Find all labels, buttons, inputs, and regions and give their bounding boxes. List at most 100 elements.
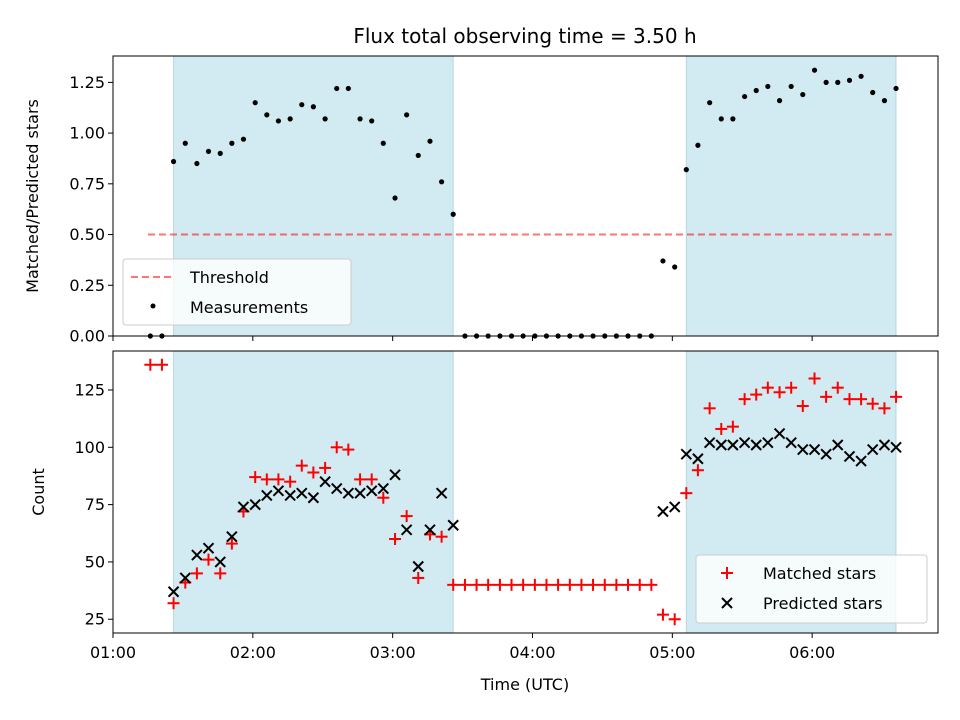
top-shaded-interval-2 [685, 55, 897, 337]
matched-star-point [540, 578, 553, 591]
matched-star-point [645, 578, 658, 591]
predicted-star-point [214, 556, 226, 568]
top-y-tick-label: 0.75 [69, 174, 105, 193]
predicted-star-point [692, 453, 704, 465]
matched-star-point [843, 393, 856, 406]
matched-star-point [214, 567, 227, 580]
top-y-tick-label: 1.25 [69, 73, 105, 92]
bottom-y-tick-label: 100 [74, 438, 105, 457]
matched-star-point [295, 459, 308, 472]
predicted-star-point [365, 485, 378, 497]
measurement-point [345, 85, 351, 92]
predicted-star-point [167, 586, 180, 598]
measurement-point [811, 67, 818, 73]
matched-star-point [155, 358, 168, 371]
predicted-stars-legend-swatch [721, 597, 733, 609]
predicted-star-point [319, 475, 331, 488]
measurement-point [753, 87, 759, 94]
measurement-point [170, 158, 177, 165]
matched-star-point [330, 441, 343, 454]
matched-star-point [563, 578, 576, 591]
predicted-star-point [820, 448, 832, 460]
matched-star-point [808, 372, 821, 385]
predicted-star-point [750, 439, 762, 451]
measurement-point [776, 98, 783, 104]
matched-stars-legend-swatch [721, 567, 733, 579]
predicted-star-point [727, 439, 739, 451]
predicted-star-point [296, 487, 308, 499]
bottom-y-tick-label: 25 [85, 610, 105, 629]
top-y-tick-label: 1.00 [69, 124, 105, 143]
figure-title: Flux total observing time = 3.50 h [353, 24, 696, 48]
matched-star-point [260, 473, 273, 486]
top-shaded-intervals [173, 55, 897, 337]
x-axis-label: Time (UTC) [480, 675, 569, 694]
matched-star-point [458, 578, 471, 591]
predicted-star-point [843, 450, 856, 463]
matched-star-point [412, 571, 425, 584]
measurement-point [229, 140, 235, 146]
matched-star-point [144, 358, 157, 371]
predicted-star-point [715, 439, 727, 451]
top-plot-frame [112, 55, 939, 337]
matched-star-point [610, 578, 623, 591]
measurement-point [252, 100, 258, 106]
top-panel: 0.00 0.25 0.50 0.75 1.00 1.25 Matched/Predict… [23, 55, 939, 346]
bottom-panel: 25 50 75 100 125 01:00 02:00 03:00 04:00 05:00 06… [29, 350, 939, 694]
matched-star-point [656, 608, 669, 621]
matched-star-point [365, 473, 378, 486]
measurement-point [299, 102, 305, 108]
predicted-star-point [447, 519, 459, 531]
matched-star-point [703, 402, 716, 415]
measurement-point [275, 118, 282, 124]
predicted-star-point [424, 524, 436, 536]
matched-star-point [691, 464, 704, 477]
predicted-star-point [680, 448, 693, 460]
bottom-y-tick-label: 50 [85, 552, 105, 571]
measurement-point [730, 116, 736, 122]
bottom-x-ticks: 01:00 02:00 03:00 04:00 05:00 06:00 [90, 633, 835, 662]
bottom-y-axis-label: Count [29, 468, 48, 516]
measurement-point [846, 77, 853, 83]
matched-star-point [190, 567, 203, 580]
bottom-legend: Matched stars Predicted stars [695, 554, 928, 624]
measurement-point [404, 112, 410, 118]
matched-star-point [249, 471, 262, 484]
matched-star-point [225, 537, 238, 550]
matched-star-point [505, 578, 518, 591]
matched-star-point [668, 613, 681, 626]
measurement-point [205, 148, 212, 154]
predicted-star-point [237, 501, 250, 513]
predicted-star-point [272, 485, 285, 497]
predicted-star-point [808, 443, 821, 456]
matched-star-point [890, 390, 903, 403]
matched-star-point [272, 473, 285, 486]
top-y-ticks: 0.00 0.25 0.50 0.75 1.00 1.25 [69, 73, 113, 346]
measurement-point [823, 79, 829, 85]
measurement-point [357, 116, 363, 122]
measurement-point [718, 116, 724, 122]
measurement-point [660, 258, 666, 264]
measurement-point [194, 160, 200, 167]
matched-star-point [820, 390, 833, 403]
predicted-star-point [832, 439, 844, 451]
measurement-point [881, 98, 888, 104]
matched-star-point [493, 578, 506, 591]
top-y-tick-label: 0.50 [69, 225, 105, 244]
matched-star-point [796, 400, 809, 413]
predicted-star-point [331, 482, 343, 495]
matched-star-point [447, 578, 460, 591]
measurement-point [707, 100, 713, 106]
bottom-shaded-interval-1 [173, 350, 454, 634]
x-tick-label: 04:00 [509, 643, 555, 662]
measurement-point [683, 167, 689, 173]
predicted-star-point [435, 487, 448, 499]
matched-star-point [680, 487, 693, 500]
matched-star-point [773, 386, 786, 399]
bottom-y-ticks: 25 50 75 100 125 [74, 380, 113, 629]
measurement-point [369, 118, 375, 124]
matched-star-point [831, 381, 844, 394]
matched-star-point [552, 578, 565, 591]
predicted-star-point [191, 549, 203, 561]
